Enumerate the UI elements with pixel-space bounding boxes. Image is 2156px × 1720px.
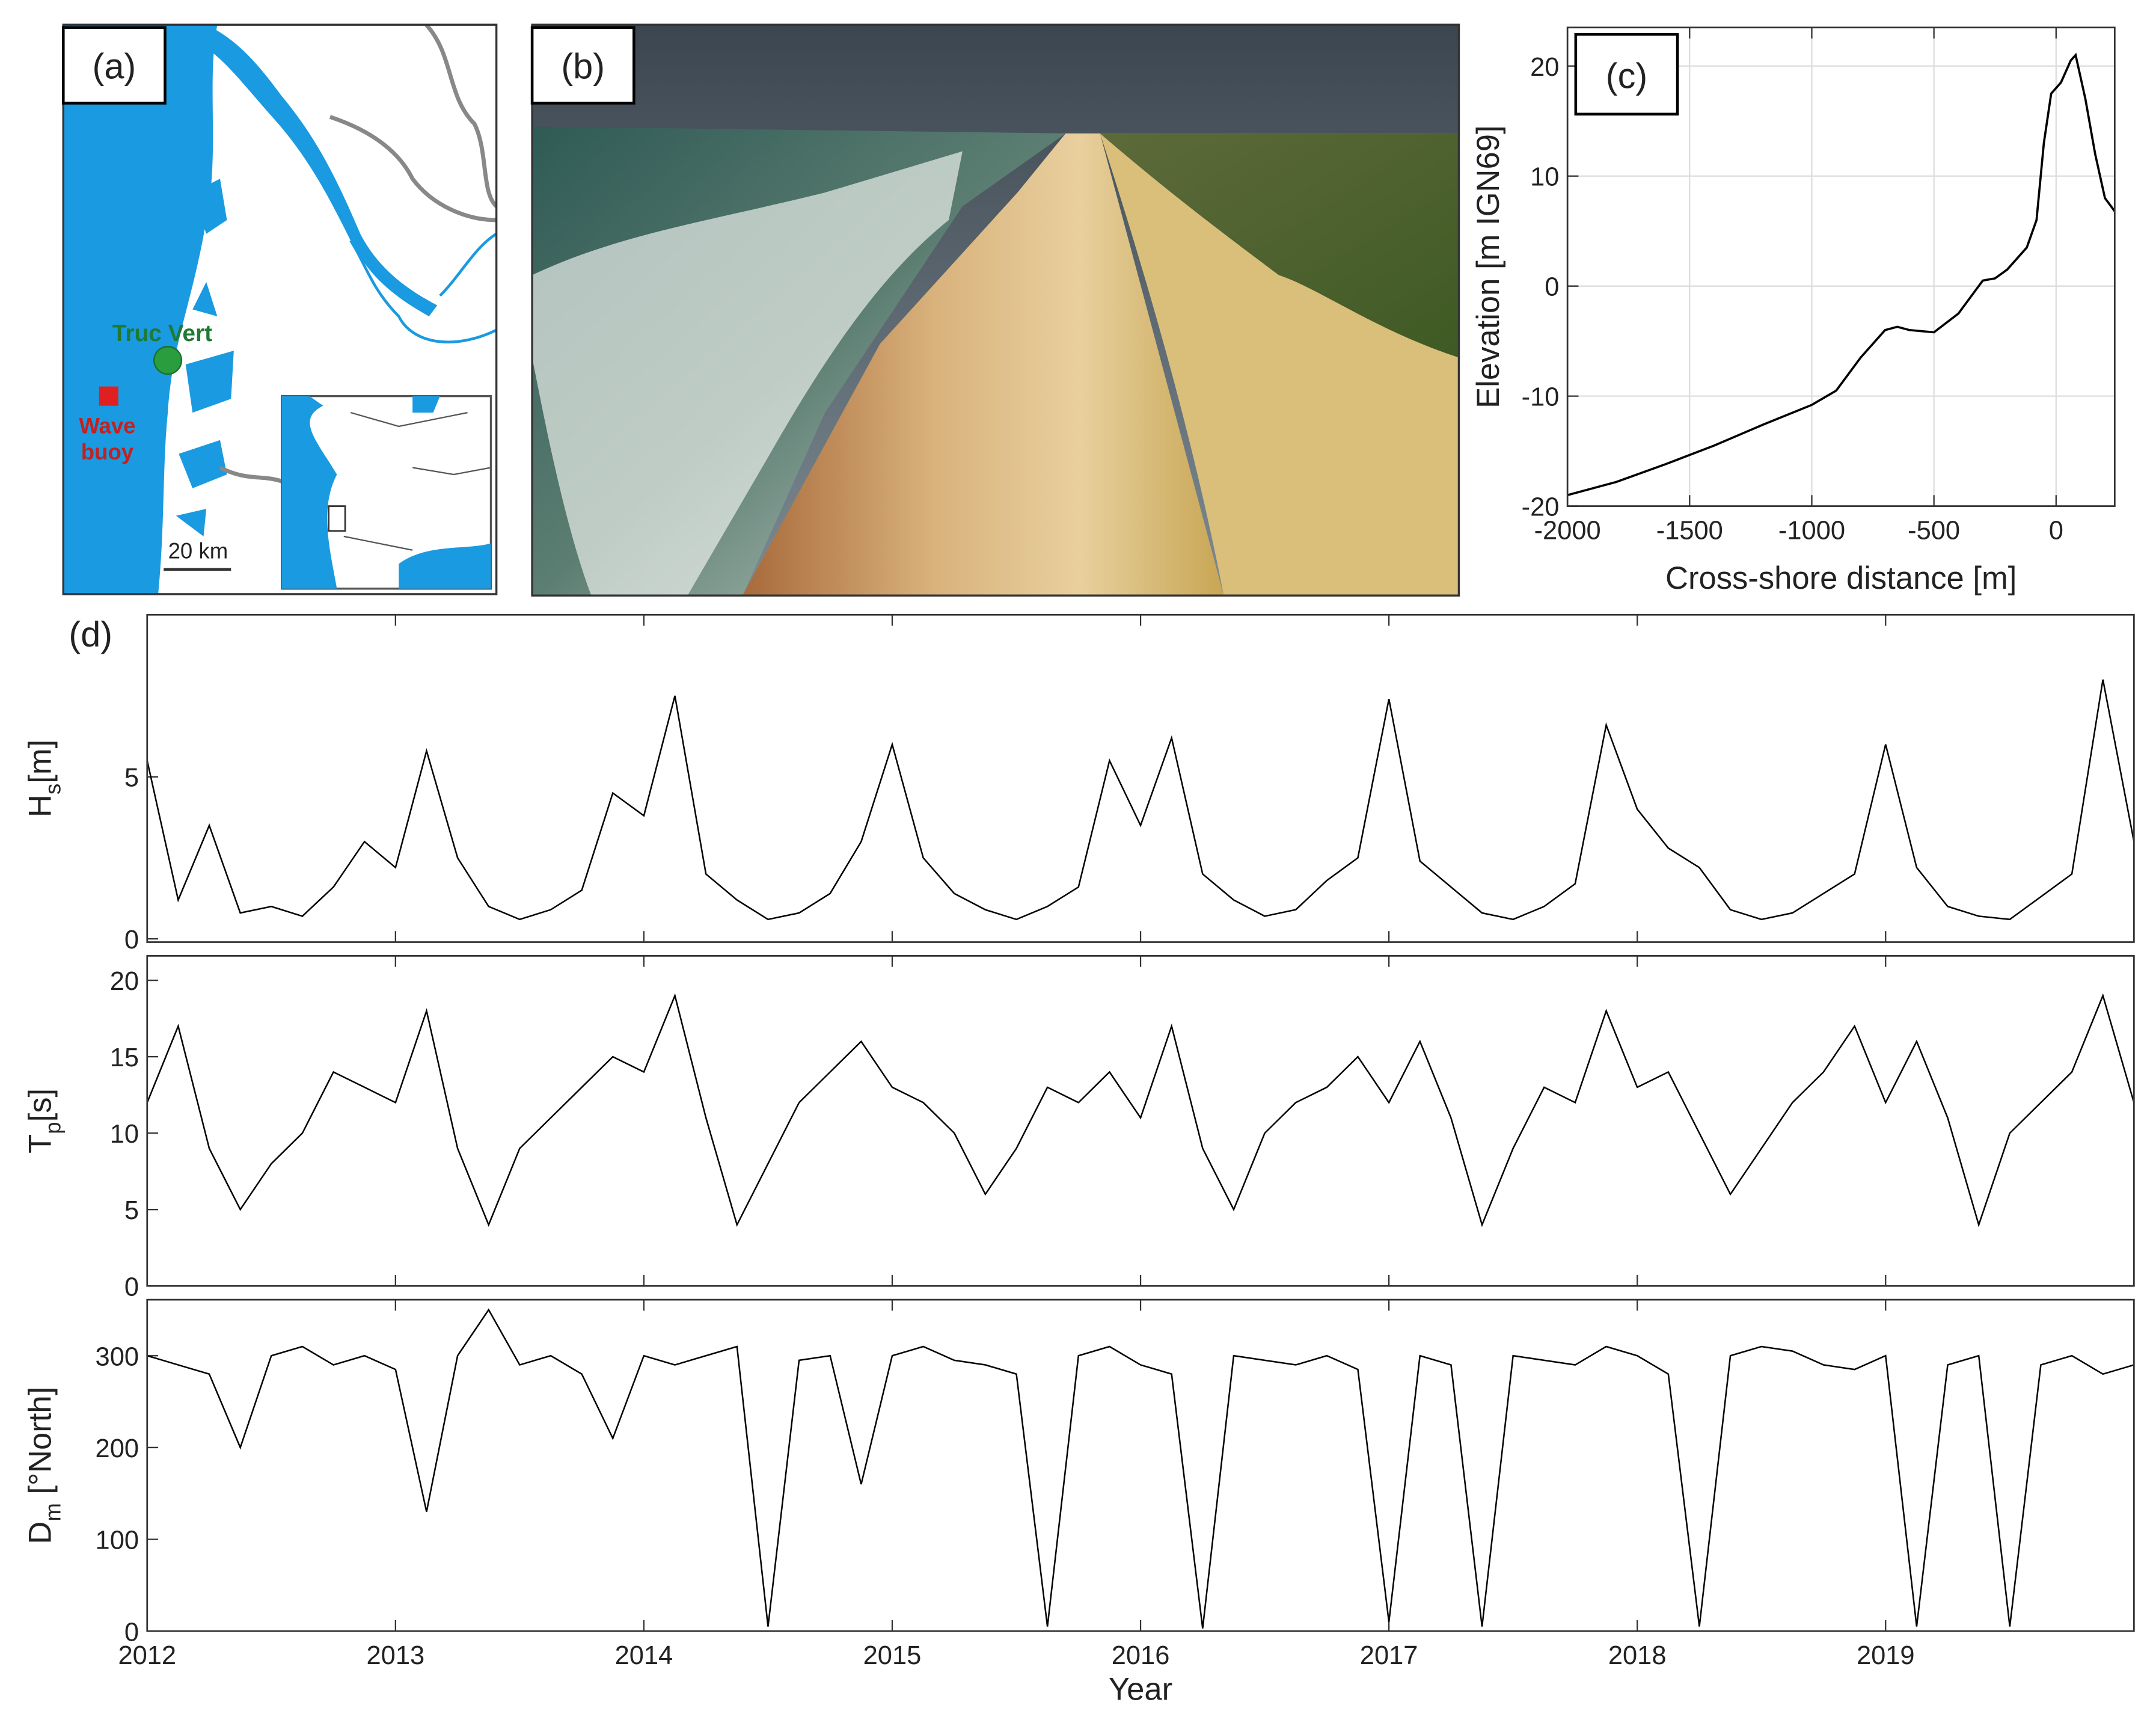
y-axis-label-base: H xyxy=(23,794,58,817)
x-axis-label: Cross-shore distance [m] xyxy=(1665,561,2017,596)
site-label: Truc Vert xyxy=(112,321,212,346)
lakes xyxy=(176,179,234,536)
x-tick-label: 2012 xyxy=(118,1641,176,1670)
border xyxy=(219,465,283,484)
axes-frame xyxy=(146,955,2135,1287)
y-axis-label: Dm [°North] xyxy=(23,1387,66,1544)
border xyxy=(424,25,497,208)
panel-label: (b) xyxy=(561,46,605,86)
x-tick-label: -1000 xyxy=(1778,516,1845,545)
buoy-label: Wave xyxy=(79,413,135,438)
site-marker xyxy=(153,346,183,375)
y-tick-label: 5 xyxy=(124,1196,139,1225)
inset-locator xyxy=(328,505,346,532)
panel-label: (d) xyxy=(69,614,112,654)
buoy-marker xyxy=(99,386,118,406)
data-line xyxy=(146,679,2135,921)
y-axis-label-sub: s xyxy=(41,784,66,794)
x-tick-label: 2013 xyxy=(367,1641,425,1670)
y-axis-label: Elevation [m IGN69] xyxy=(1471,125,1506,408)
y-tick-label: 20 xyxy=(110,967,139,996)
axes-frame xyxy=(146,1298,2135,1632)
forest xyxy=(1100,133,1459,358)
data-line xyxy=(146,993,2135,1227)
y-tick-label: -10 xyxy=(1522,383,1560,412)
inset-sea xyxy=(281,396,491,589)
x-tick-label: 2017 xyxy=(1360,1641,1418,1670)
data-line xyxy=(147,1308,2134,1629)
x-tick-label: 2015 xyxy=(863,1641,922,1670)
y-axis-label-base: T xyxy=(23,1134,58,1153)
sea xyxy=(63,25,218,594)
y-axis-label: Tp[s] xyxy=(23,1089,66,1153)
y-tick-label: 200 xyxy=(96,1434,139,1463)
y-tick-label: 20 xyxy=(1530,53,1559,82)
plot-area xyxy=(147,956,2134,1286)
x-tick-label: -2000 xyxy=(1534,516,1601,545)
photo-panel xyxy=(532,25,1459,596)
y-tick-label: 300 xyxy=(96,1342,139,1371)
y-axis-label-sub: p xyxy=(41,1122,66,1134)
y-axis-label-base: D xyxy=(23,1522,58,1544)
panel-label-box xyxy=(530,26,635,105)
axes-frame xyxy=(1566,26,2116,507)
photo-frame xyxy=(531,23,1460,597)
y-tick-label: 0 xyxy=(124,1618,139,1647)
panel-label-box xyxy=(1574,32,1679,116)
y-axis-label-unit: [m] xyxy=(23,740,58,784)
x-tick-label: 2016 xyxy=(1112,1641,1170,1670)
beach xyxy=(742,133,1224,596)
y-axis-label-sub: m xyxy=(41,1503,66,1521)
surf xyxy=(532,151,963,596)
y-tick-label: 0 xyxy=(124,926,139,954)
buoy-label: buoy xyxy=(81,440,134,464)
map-frame xyxy=(62,23,498,595)
axes-frame xyxy=(146,613,2135,943)
y-tick-label: 10 xyxy=(110,1120,139,1149)
data-line xyxy=(1567,52,2116,497)
x-tick-label: 0 xyxy=(2049,516,2063,545)
border xyxy=(329,115,497,223)
y-tick-label: 0 xyxy=(124,1273,139,1301)
x-tick-label: 2018 xyxy=(1608,1641,1667,1670)
y-axis-label-unit: [°North] xyxy=(23,1387,58,1503)
plot-area xyxy=(147,1300,2134,1632)
y-tick-label: 100 xyxy=(96,1526,139,1555)
y-tick-label: -20 xyxy=(1522,493,1560,522)
river xyxy=(349,239,497,344)
plot-area xyxy=(147,615,2134,942)
x-tick-label: 2019 xyxy=(1857,1641,1915,1670)
y-axis-label-unit: [s] xyxy=(23,1089,58,1122)
x-tick-label: -500 xyxy=(1908,516,1960,545)
river xyxy=(439,232,497,297)
panel-label: (a) xyxy=(93,46,136,86)
estuary xyxy=(206,25,438,316)
panel-label-box xyxy=(61,26,167,105)
y-tick-label: 15 xyxy=(110,1043,139,1072)
x-axis-label: Year xyxy=(1109,1672,1172,1707)
y-tick-label: 10 xyxy=(1530,163,1559,192)
map-panel: Truc Vert Wave buoy 20 km xyxy=(63,25,497,594)
x-tick-label: -1500 xyxy=(1656,516,1723,545)
y-axis-label: Hs[m] xyxy=(23,740,66,817)
panel-label: (c) xyxy=(1606,55,1647,96)
inset-borders xyxy=(343,411,491,551)
x-tick-label: 2014 xyxy=(615,1641,673,1670)
y-tick-label: 0 xyxy=(1545,273,1559,302)
scale-label: 20 km xyxy=(168,538,228,563)
y-tick-label: 5 xyxy=(124,764,139,793)
